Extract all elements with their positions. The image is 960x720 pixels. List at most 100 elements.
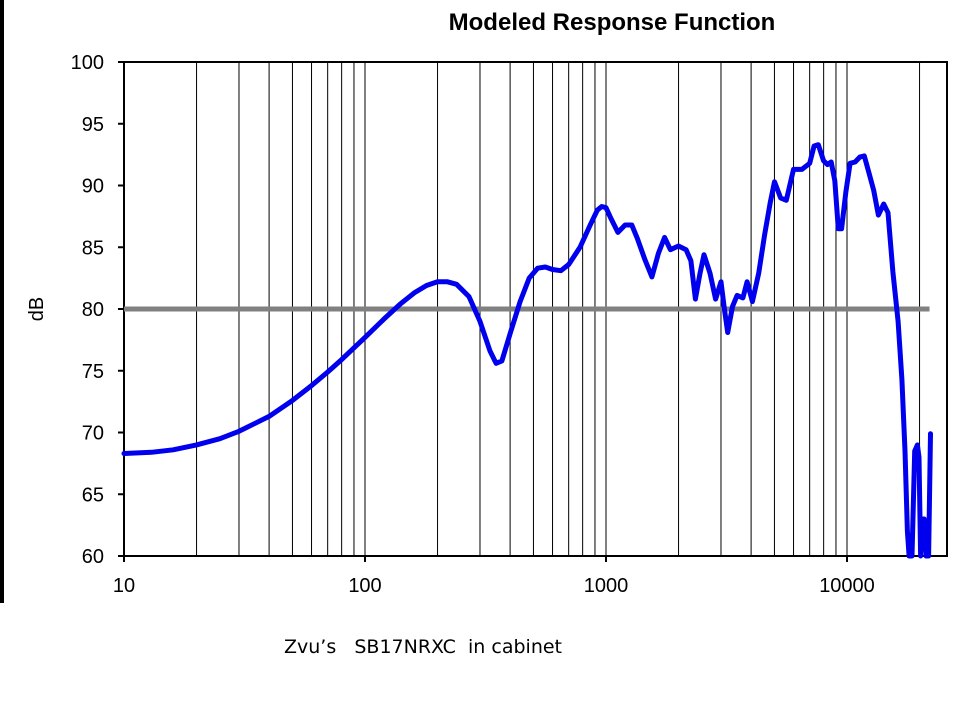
data-point [341,359,343,361]
data-point [456,283,458,285]
data-point [544,266,546,268]
data-point [923,518,925,520]
data-point [601,205,603,208]
data-point [868,171,870,173]
data-point [908,555,910,557]
response-curve [121,142,933,559]
data-point [911,555,913,557]
data-point [731,305,734,308]
response-chart: Modeled Response Function 60 65 70 75 80 85 90… [26,9,948,597]
data-point [685,249,687,251]
y-tick-label: 95 [82,114,104,136]
data-point [834,180,836,182]
data-point [746,281,748,283]
data-point [709,272,711,274]
data-point [877,214,880,216]
slide-left-border [0,0,4,603]
data-point [560,270,562,272]
data-point [610,218,612,220]
data-point [727,331,729,334]
data-point [892,271,894,273]
data-point [813,145,815,147]
data-point [238,430,240,432]
data-point [920,555,922,557]
data-point [823,160,825,162]
data-point [769,202,771,204]
data-point [817,144,819,146]
data-point [703,254,705,256]
data-point [773,181,776,183]
data-point [605,207,607,209]
data-point [219,438,221,440]
y-tick-label: 80 [82,299,104,321]
data-point [651,276,653,278]
data-point [925,555,927,557]
data-point [854,161,856,163]
data-point [446,281,449,283]
data-point [742,297,744,299]
data-point [568,263,570,266]
data-point [723,308,726,310]
series-group [121,142,933,559]
data-point [916,444,919,446]
data-point [845,191,847,193]
chart-caption: Zvu’s SB17NRXC in cabinet [284,636,562,658]
data-point [785,199,787,201]
data-point [677,245,680,247]
y-axis-label: dB [26,297,48,321]
data-point [897,320,899,322]
data-point [849,162,851,164]
data-point [921,518,923,520]
data-point [720,281,722,283]
data-point [579,246,581,248]
data-point [780,197,782,199]
data-point [364,336,366,338]
data-point [617,231,619,233]
data-point [841,228,843,230]
data-point [690,260,692,262]
data-point [528,277,530,279]
data-point [195,444,198,446]
data-point [468,296,470,298]
data-point [657,252,660,254]
y-tick-label: 75 [82,361,104,383]
data-point [425,284,428,287]
data-point [537,267,539,269]
data-point [736,294,738,296]
y-tick-label: 90 [82,176,104,198]
data-point [436,281,439,283]
data-point [715,298,717,300]
data-point [664,236,666,238]
data-point [383,318,385,320]
data-point [699,273,701,275]
data-point [310,385,313,387]
data-point [399,303,401,305]
data-point [883,203,885,205]
data-point [268,415,270,417]
data-point [589,224,591,226]
y-tick-label: 100 [71,52,104,74]
y-tick-label: 65 [82,484,104,506]
y-tick-label: 70 [82,423,104,445]
data-point [887,212,889,214]
data-point [644,259,646,261]
data-point [669,249,672,251]
data-point [863,155,865,157]
data-point [873,189,875,191]
data-point [792,168,795,170]
data-point [929,433,932,435]
data-point [150,451,153,453]
data-point [906,530,909,532]
data-point [624,224,626,226]
data-point [501,360,503,362]
data-point [509,333,511,335]
x-tick-label: 10 [113,575,135,597]
data-point [751,301,754,303]
data-point [596,209,598,211]
data-point [918,456,920,458]
data-point [901,378,903,380]
data-point [826,163,829,166]
data-point [764,234,766,236]
data-point [479,320,481,322]
data-point [172,449,174,451]
